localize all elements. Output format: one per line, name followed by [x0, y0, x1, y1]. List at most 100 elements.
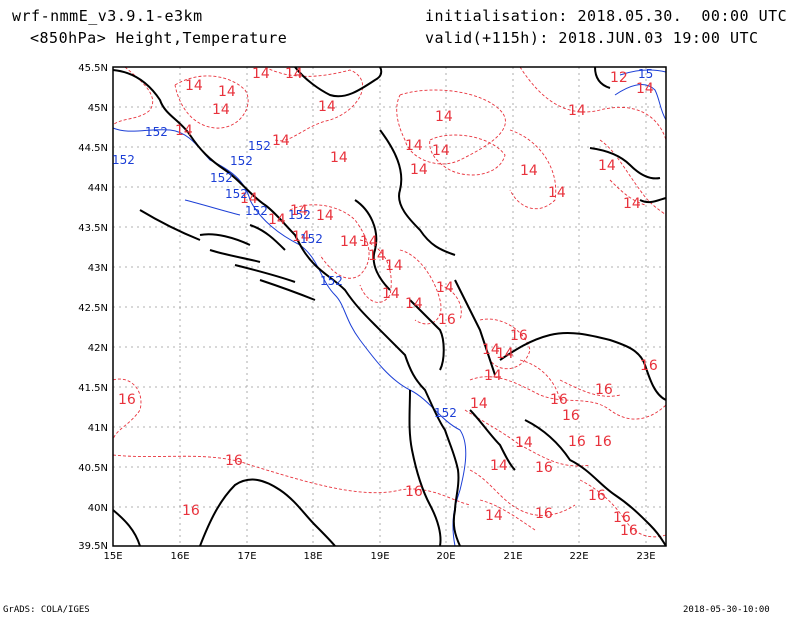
x-axis-ticks: 15E 16E 17E 18E 19E 20E 21E 22E 23E — [103, 551, 655, 562]
height-label: 152 — [225, 187, 248, 201]
y-tick: 45N — [88, 103, 108, 114]
temp-label: 14 — [636, 81, 654, 97]
x-tick: 17E — [237, 551, 256, 562]
y-axis-ticks: 45.5N 45N 44.5N 44N 43.5N 43N 42.5N 42N … — [78, 63, 108, 552]
temp-label: 14 — [385, 258, 403, 274]
height-label: 152 — [210, 171, 233, 185]
height-label: 152 — [145, 125, 168, 139]
temp-label: 14 — [405, 138, 423, 154]
x-tick: 18E — [303, 551, 322, 562]
temp-label: 14 — [318, 99, 336, 115]
gridlines — [113, 67, 666, 546]
init-time: initialisation: 2018.05.30. 00:00 UTC — [425, 7, 788, 25]
temperature-labels: 14 14 14 14 14 14 14 14 14 14 14 14 14 1… — [118, 66, 658, 539]
temp-label: 14 — [290, 203, 308, 219]
model-title: wrf-nmmE_v3.9.1-e3km — [12, 7, 203, 25]
y-tick: 43N — [88, 263, 108, 274]
temp-label: 14 — [405, 296, 423, 312]
temp-label: 16 — [225, 453, 243, 469]
temp-label: 16 — [510, 328, 528, 344]
height-labels: 152 152 152 152 152 152 152 152 152 152 … — [112, 67, 653, 420]
temp-label: 14 — [482, 342, 500, 358]
temp-label: 14 — [485, 508, 503, 524]
plot-frame — [112, 66, 667, 547]
footer-credit: GrADS: COLA/IGES — [3, 605, 90, 615]
height-label: 152 — [320, 274, 343, 288]
temp-label: 14 — [340, 234, 358, 250]
temp-label: 14 — [285, 66, 303, 82]
temp-label: 14 — [470, 396, 488, 412]
islands — [139, 209, 316, 301]
height-label: 152 — [300, 232, 323, 246]
temp-label: 14 — [623, 196, 641, 212]
height-label: 152 — [230, 154, 253, 168]
temp-label: 14 — [330, 150, 348, 166]
temp-label: 14 — [218, 84, 236, 100]
temp-label: 16 — [182, 503, 200, 519]
temp-label: 14 — [490, 458, 508, 474]
height-label: 152 — [112, 153, 135, 167]
temp-label: 14 — [520, 163, 538, 179]
temp-label: 16 — [620, 523, 638, 539]
x-tick: 21E — [503, 551, 522, 562]
temp-label: 14 — [316, 208, 334, 224]
x-tick: 16E — [170, 551, 189, 562]
temp-label: 14 — [292, 229, 310, 245]
temp-label: 14 — [368, 248, 386, 264]
valid-time: valid(+115h): 2018.JUN.03 19:00 UTC — [425, 29, 759, 47]
temp-label: 16 — [550, 392, 568, 408]
temp-label: 16 — [562, 408, 580, 424]
temp-label: 16 — [535, 506, 553, 522]
temp-label: 14 — [436, 280, 454, 296]
temp-label: 14 — [568, 103, 586, 119]
y-tick: 44.5N — [78, 143, 108, 154]
temp-label: 14 — [598, 158, 616, 174]
temp-label: 14 — [410, 162, 428, 178]
temp-label: 16 — [640, 358, 658, 374]
y-tick: 39.5N — [78, 541, 108, 552]
y-tick: 43.5N — [78, 223, 108, 234]
temp-label: 12 — [610, 70, 628, 86]
y-tick: 42.5N — [78, 303, 108, 314]
temp-label: 16 — [588, 488, 606, 504]
temp-label: 14 — [212, 102, 230, 118]
coastlines-borders — [112, 66, 667, 547]
x-tick: 22E — [569, 551, 588, 562]
temp-label: 14 — [360, 234, 378, 250]
field-title: <850hPa> Height,Temperature — [30, 29, 288, 47]
temp-label: 16 — [595, 382, 613, 398]
temp-label: 14 — [175, 123, 193, 139]
temp-label: 16 — [535, 460, 553, 476]
x-tick: 19E — [370, 551, 389, 562]
temp-label: 14 — [185, 78, 203, 94]
y-tick: 44N — [88, 183, 108, 194]
height-label: 152 — [245, 204, 268, 218]
temp-label: 16 — [613, 510, 631, 526]
temp-label: 16 — [438, 312, 456, 328]
y-tick: 42N — [88, 343, 108, 354]
temp-label: 14 — [432, 143, 450, 159]
temp-label: 16 — [568, 434, 586, 450]
height-label: 152 — [434, 406, 457, 420]
y-tick: 41N — [88, 423, 108, 434]
x-tick: 15E — [103, 551, 122, 562]
x-tick: 23E — [636, 551, 655, 562]
y-tick: 40N — [88, 503, 108, 514]
temp-label: 16 — [118, 392, 136, 408]
temp-label: 14 — [272, 133, 290, 149]
y-tick: 45.5N — [78, 63, 108, 74]
temp-label: 14 — [496, 346, 514, 362]
temp-label: 14 — [252, 66, 270, 82]
height-contours — [112, 69, 667, 547]
y-tick: 41.5N — [78, 383, 108, 394]
y-tick: 40.5N — [78, 463, 108, 474]
footer-date: 2018-05-30-10:00 — [683, 605, 770, 615]
temp-label: 14 — [382, 286, 400, 302]
temp-label: 14 — [240, 191, 258, 207]
temp-label: 16 — [594, 434, 612, 450]
temp-label: 14 — [548, 185, 566, 201]
temp-label: 16 — [405, 484, 423, 500]
temp-label: 14 — [484, 368, 502, 384]
temp-label: 14 — [435, 109, 453, 125]
